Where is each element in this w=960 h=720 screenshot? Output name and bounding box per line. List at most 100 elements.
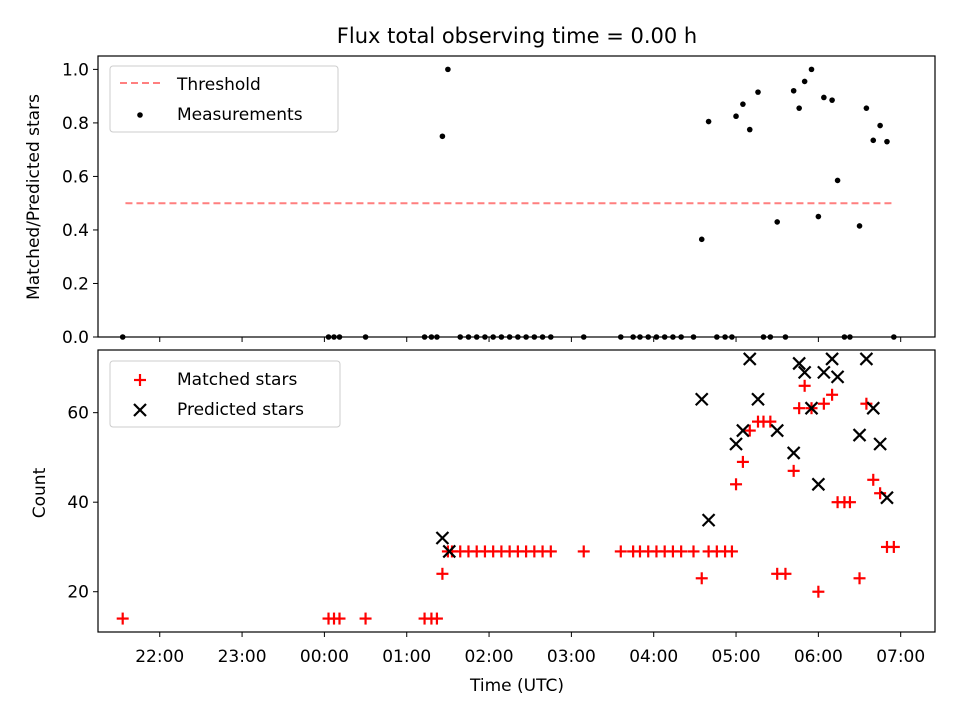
matched-star-point <box>675 545 688 558</box>
y-tick-label: 0.6 <box>62 167 89 187</box>
y-tick-label: 40 <box>67 493 89 513</box>
predicted-star-point <box>797 365 812 380</box>
x-tick-label: 23:00 <box>218 647 267 667</box>
flux-ratio-y-axis-label: Matched/Predicted stars <box>24 94 44 300</box>
legend-measurements-swatch <box>137 112 143 118</box>
predicted-star-point <box>817 365 831 380</box>
star-count-plot-content <box>116 352 900 625</box>
y-tick-label: 60 <box>67 404 89 424</box>
measurement-point <box>740 101 746 107</box>
predicted-star-point <box>770 423 784 438</box>
matched-star-point <box>764 415 777 428</box>
matched-star-point <box>695 572 708 585</box>
matched-star-point <box>116 612 129 625</box>
predicted-star-point <box>873 437 887 451</box>
measurement-point <box>705 118 712 125</box>
matched-star-point <box>843 496 856 509</box>
matched-star-point <box>430 612 443 625</box>
measurement-point <box>698 236 705 243</box>
x-tick-label: 03:00 <box>547 647 596 667</box>
measurement-point <box>863 105 870 111</box>
measurement-point <box>870 137 877 144</box>
predicted-star-point <box>442 544 457 559</box>
matched-star-point <box>817 397 830 410</box>
matched-star-point <box>887 540 900 553</box>
matched-star-point <box>793 402 806 415</box>
x-tick-label: 22:00 <box>135 647 184 667</box>
matched-star-point <box>867 473 880 486</box>
x-axis-label: Time (UTC) <box>469 676 564 696</box>
measurement-point <box>877 122 883 129</box>
predicted-star-point <box>880 490 894 505</box>
flux-ratio-axes-frame <box>97 55 936 338</box>
measurement-point <box>774 219 781 225</box>
star-count-legend-box <box>109 360 341 428</box>
star-count-x-ticks: 22:00 23:00 00:00 01:00 02:00 03:00 04:00 05:00… <box>135 632 925 667</box>
matched-star-point <box>436 567 449 580</box>
matched-star-point <box>359 612 372 625</box>
matched-star-point <box>333 612 346 625</box>
predicted-star-point <box>830 370 845 384</box>
measurement-point <box>755 89 761 95</box>
measurement-point <box>829 97 835 103</box>
measurement-point <box>733 113 739 120</box>
y-tick-label: 0.0 <box>62 328 89 348</box>
matched-star-point <box>687 545 700 558</box>
matched-star-point <box>730 478 743 491</box>
predicted-star-point <box>742 352 757 366</box>
predicted-star-point <box>694 392 709 407</box>
y-tick-label: 0.4 <box>62 221 89 241</box>
y-tick-label: 0.8 <box>62 114 89 134</box>
predicted-star-point <box>729 437 743 451</box>
matched-star-point <box>736 455 749 468</box>
star-count-y-ticks: 20 40 60 <box>67 404 98 603</box>
predicted-star-point <box>811 477 826 492</box>
measurement-point <box>801 78 808 85</box>
matched-star-point <box>812 585 825 598</box>
matched-star-point <box>544 545 557 558</box>
legend-matched-label: Matched stars <box>177 370 297 390</box>
x-tick-label: 05:00 <box>712 647 761 667</box>
predicted-star-point <box>701 513 716 527</box>
predicted-star-point <box>852 428 867 442</box>
legend-measurements-label: Measurements <box>177 105 303 125</box>
predicted-star-point <box>792 356 806 371</box>
star-count-y-axis-label: Count <box>30 467 50 518</box>
measurement-point <box>796 105 802 111</box>
flux-ratio-legend: Threshold Measurements <box>109 65 339 133</box>
measurement-point <box>856 223 863 229</box>
star-count-panel: 20 40 60 22:00 23:00 00:00 01:00 02:00 03:00 04:… <box>30 349 936 696</box>
x-tick-label: 00:00 <box>300 647 349 667</box>
matched-star-point <box>743 424 756 437</box>
measurement-point <box>439 133 446 140</box>
matched-star-point <box>826 388 839 401</box>
measurement-point <box>834 177 841 184</box>
star-count-legend: Matched stars Predicted stars <box>109 360 341 428</box>
x-tick-label: 02:00 <box>465 647 514 667</box>
predicted-star-point <box>866 401 881 415</box>
y-tick-label: 20 <box>67 583 89 603</box>
predicted-star-point <box>751 392 765 407</box>
matched-star-point <box>779 567 792 580</box>
measurement-point <box>815 213 822 220</box>
matched-star-point <box>874 487 887 500</box>
matched-star-point <box>614 545 627 558</box>
star-count-axes-frame <box>97 349 936 633</box>
x-tick-label: 04:00 <box>629 647 678 667</box>
measurement-point <box>884 138 890 145</box>
predicted-star-point <box>825 352 839 366</box>
predicted-star-point <box>736 423 750 438</box>
matched-star-point <box>577 545 590 558</box>
legend-predicted-swatch <box>133 403 147 417</box>
flux-ratio-legend-box <box>109 65 339 133</box>
x-tick-label: 06:00 <box>794 647 843 667</box>
measurement-point <box>746 126 753 133</box>
matched-star-point <box>725 545 738 558</box>
matched-star-point <box>853 572 866 585</box>
matched-star-point <box>860 397 873 410</box>
legend-predicted-label: Predicted stars <box>177 400 304 420</box>
chart-title: Flux total observing time = 0.00 h <box>337 24 697 48</box>
measurement-point <box>808 66 815 73</box>
predicted-star-point <box>859 352 874 366</box>
y-tick-label: 1.0 <box>62 60 89 80</box>
